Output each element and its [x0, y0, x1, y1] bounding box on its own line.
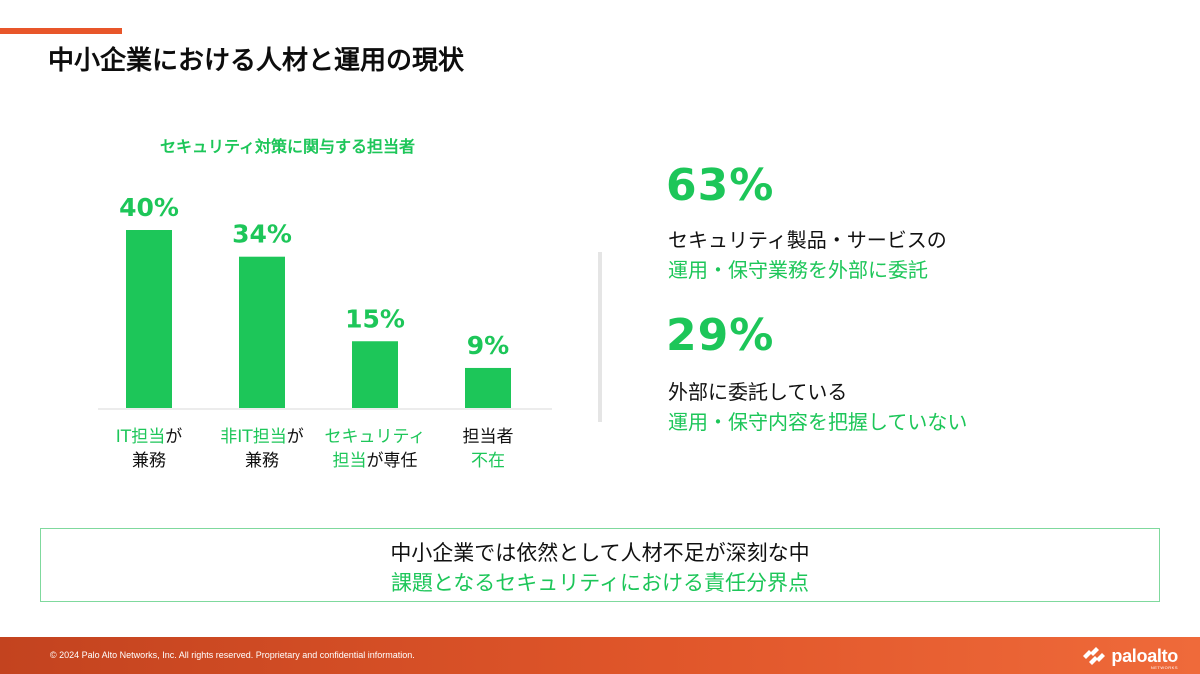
- category-label-1-line-1: 兼務: [202, 449, 322, 473]
- category-label-3: 担当者 不在: [428, 425, 548, 473]
- bar-value-label-0: 40%: [119, 193, 179, 222]
- category-label-0-line-0: IT担当が: [89, 425, 209, 449]
- callout-line-2: 課題となるセキュリティにおける責任分界点: [390, 571, 810, 595]
- logo-subtext: NETWORKS: [1150, 665, 1178, 670]
- footer-bar: © 2024 Palo Alto Networks, Inc. All righ…: [0, 637, 1200, 674]
- category-label-segment: が: [165, 427, 183, 447]
- stat-1-line-1: セキュリティ製品・サービスの: [668, 228, 947, 252]
- stat-1-line-2: 運用・保守業務を外部に委託: [668, 258, 928, 282]
- category-label-0: IT担当が 兼務: [89, 425, 209, 473]
- summary-callout-box: 中小企業では依然として人材不足が深刻な中 課題となるセキュリティにおける責任分界…: [40, 528, 1160, 602]
- stat-2-value: 29%: [666, 310, 775, 361]
- chart-title: セキュリティ対策に関与する担当者: [160, 137, 416, 156]
- category-label-segment: 不在: [471, 451, 505, 471]
- category-label-2-line-1: 担当が専任: [315, 449, 435, 473]
- callout-line-1: 中小企業では依然として人材不足が深刻な中: [390, 541, 810, 565]
- category-label-segment: が: [286, 427, 304, 447]
- bar-1: [239, 256, 285, 408]
- stat-2-line-2: 運用・保守内容を把握していない: [668, 410, 968, 434]
- category-label-1-line-0: 非IT担当が: [202, 425, 322, 449]
- page-title: 中小企業における人材と運用の現状: [48, 46, 465, 76]
- vertical-divider: [598, 252, 602, 422]
- bar-chart: 40% 34% 15% 9%: [98, 193, 552, 410]
- category-label-segment: 担当者: [462, 427, 514, 447]
- category-label-segment: 非IT担当: [220, 427, 287, 447]
- category-label-segment: IT担当: [115, 427, 166, 447]
- category-label-2: セキュリティ 担当が専任: [315, 425, 435, 473]
- stat-1-value: 63%: [666, 160, 775, 211]
- paloalto-logo-icon: [1083, 647, 1106, 665]
- footer-copyright: © 2024 Palo Alto Networks, Inc. All righ…: [50, 650, 415, 660]
- category-label-segment: 兼務: [132, 451, 166, 471]
- category-label-3-line-0: 担当者: [428, 425, 548, 449]
- category-label-segment: 兼務: [245, 451, 279, 471]
- bar-value-label-2: 15%: [345, 304, 405, 333]
- bar-0: [126, 230, 172, 408]
- category-label-1: 非IT担当が 兼務: [202, 425, 322, 473]
- category-label-3-line-1: 不在: [428, 449, 548, 473]
- category-label-segment: 担当: [332, 451, 367, 471]
- logo-text: paloalto: [1111, 645, 1178, 666]
- bar-2: [352, 341, 398, 408]
- bar-value-label-3: 9%: [467, 331, 509, 360]
- title-accent-bar: [0, 28, 122, 34]
- bar-3: [465, 367, 511, 408]
- category-label-segment: セキュリティ: [324, 427, 426, 447]
- bar-value-label-1: 34%: [232, 220, 292, 249]
- paloalto-logo: paloalto NETWORKS: [1081, 643, 1178, 670]
- stat-2-line-1: 外部に委託している: [668, 380, 848, 404]
- category-label-segment: が専任: [366, 451, 418, 471]
- category-label-0-line-1: 兼務: [89, 449, 209, 473]
- category-label-2-line-0: セキュリティ: [315, 425, 435, 449]
